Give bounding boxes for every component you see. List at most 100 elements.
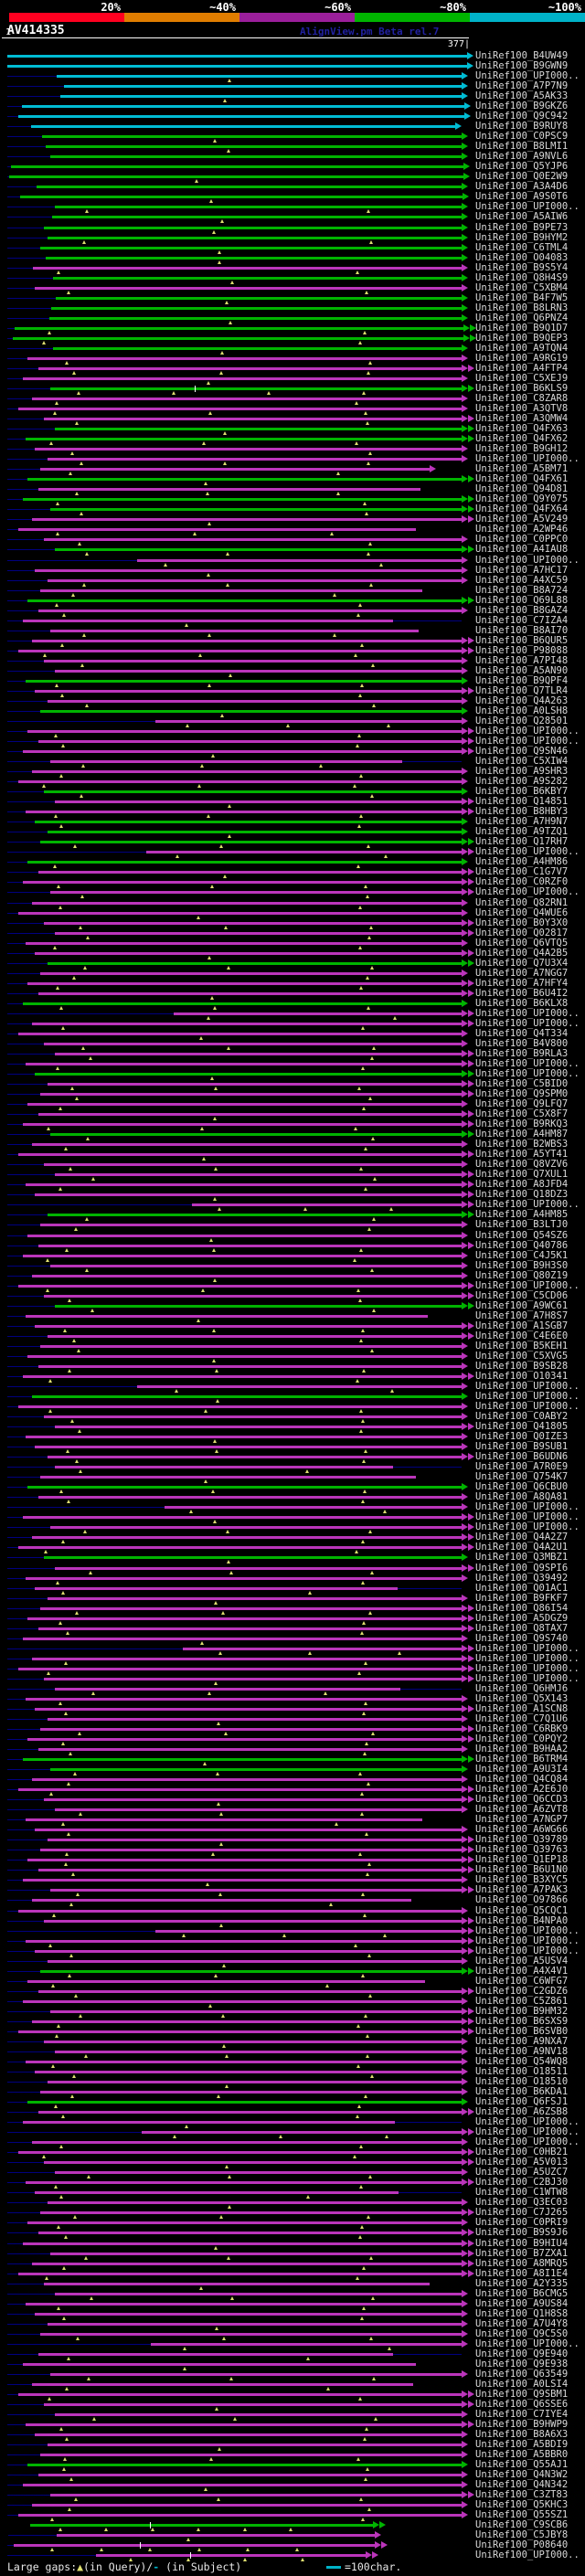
hit-bar[interactable] bbox=[44, 1919, 462, 1923]
hit-label[interactable]: UniRef100_Q40786 bbox=[475, 1239, 569, 1251]
alignment-row[interactable]: UniRef100_B9HWP9 bbox=[0, 2420, 585, 2432]
hit-label[interactable]: UniRef100_A7H9N7 bbox=[475, 816, 569, 828]
hit-bar[interactable] bbox=[50, 629, 419, 632]
alignment-row[interactable]: UniRef100_A8QA81 bbox=[0, 1492, 585, 1504]
hit-label[interactable]: UniRef100_Q39492 bbox=[475, 1572, 569, 1584]
hit-label[interactable]: UniRef100_C7IYE4 bbox=[475, 2409, 569, 2421]
hit-label[interactable]: UniRef100_A0LSH8 bbox=[475, 705, 569, 716]
hit-label[interactable]: UniRef100_Q5YJP6 bbox=[475, 161, 569, 173]
hit-label[interactable]: UniRef100_A4X4V1 bbox=[475, 1965, 569, 1977]
hit-label[interactable]: UniRef100_B9Q1D7 bbox=[475, 322, 569, 334]
hit-label[interactable]: UniRef100_C6WFG7 bbox=[475, 1975, 569, 1987]
hit-label[interactable]: UniRef100_Q3EC03 bbox=[475, 2197, 569, 2209]
hit-label[interactable]: UniRef100_B9RKQ3 bbox=[475, 1118, 569, 1130]
hit-label[interactable]: UniRef100_Q6CCD3 bbox=[475, 1794, 569, 1806]
alignment-row[interactable]: UniRef100_A0LSH8 bbox=[0, 705, 585, 717]
hit-label[interactable]: UniRef100_C4E6E0 bbox=[475, 1330, 569, 1341]
hit-label[interactable]: UniRef100_C5JBY8 bbox=[475, 2529, 569, 2541]
hit-label[interactable]: UniRef100_C4J5K1 bbox=[475, 1249, 569, 1261]
alignment-row[interactable]: UniRef100_Q8TAX7 bbox=[0, 1623, 585, 1635]
alignment-row[interactable]: UniRef100_A5AK33 bbox=[0, 91, 585, 103]
hit-label[interactable]: UniRef100_C0PPC0 bbox=[475, 534, 569, 546]
hit-bar[interactable] bbox=[32, 2019, 462, 2023]
hit-label[interactable]: UniRef100_A3QTV8 bbox=[475, 403, 569, 415]
hit-bar[interactable] bbox=[23, 2242, 462, 2245]
hit-label[interactable]: UniRef100_B2WBS3 bbox=[475, 1139, 569, 1150]
hit-bar[interactable] bbox=[27, 1354, 462, 1358]
alignment-row[interactable]: UniRef100_Q80Z19 bbox=[0, 1270, 585, 1282]
hit-bar[interactable] bbox=[26, 1183, 462, 1187]
hit-bar[interactable] bbox=[18, 1284, 462, 1288]
hit-label[interactable]: UniRef100_C5XEJ9 bbox=[475, 372, 569, 384]
hit-label[interactable]: UniRef100_Q9SPM0 bbox=[475, 1088, 569, 1100]
hit-bar[interactable] bbox=[11, 165, 463, 169]
alignment-row[interactable]: UniRef100_Q9E938 bbox=[0, 2359, 585, 2370]
alignment-row[interactable]: UniRef100_A7HFY4 bbox=[0, 978, 585, 990]
hit-label[interactable]: UniRef100_UPI000.. bbox=[475, 2136, 580, 2148]
alignment-row[interactable]: UniRef100_A5UZC7 bbox=[0, 2168, 585, 2179]
hit-bar[interactable] bbox=[22, 105, 464, 109]
hit-label[interactable]: UniRef100_A5YT41 bbox=[475, 1149, 569, 1161]
hit-bar[interactable] bbox=[27, 1859, 462, 1862]
hit-bar[interactable] bbox=[55, 1687, 400, 1691]
hit-label[interactable]: UniRef100_Q6VTQ5 bbox=[475, 937, 569, 949]
hit-label[interactable]: UniRef100_C2BJ30 bbox=[475, 2177, 569, 2189]
hit-bar[interactable] bbox=[38, 1113, 462, 1117]
hit-label[interactable]: UniRef100_UPI000.. bbox=[475, 726, 580, 737]
hit-bar[interactable] bbox=[50, 155, 462, 159]
alignment-row[interactable]: UniRef100_A3A4D6 bbox=[0, 182, 585, 192]
hit-bar[interactable] bbox=[26, 1063, 462, 1065]
hit-label[interactable]: UniRef100_B9GH12 bbox=[475, 443, 569, 455]
hit-label[interactable]: UniRef100_B9FKF7 bbox=[475, 1592, 569, 1604]
hit-bar[interactable] bbox=[27, 1486, 462, 1489]
alignment-row[interactable]: UniRef100_A6ZSB8 bbox=[0, 2107, 585, 2119]
hit-label[interactable]: UniRef100_C0ABY2 bbox=[475, 1411, 569, 1423]
hit-label[interactable]: UniRef100_B6KLX8 bbox=[475, 997, 569, 1009]
alignment-row[interactable]: UniRef100_A0LSI4 bbox=[0, 2379, 585, 2390]
hit-bar[interactable] bbox=[46, 256, 462, 260]
hit-label[interactable]: UniRef100_UPI000.. bbox=[475, 554, 580, 566]
hit-label[interactable]: UniRef100_Q8H4S9 bbox=[475, 271, 569, 283]
alignment-row[interactable]: UniRef100_A9NVL6 bbox=[0, 152, 585, 162]
hit-bar[interactable] bbox=[50, 760, 402, 764]
hit-label[interactable]: UniRef100_Q9C942 bbox=[475, 111, 569, 122]
alignment-row[interactable]: UniRef100_Q54WQ8 bbox=[0, 2056, 585, 2068]
hit-label[interactable]: UniRef100_Q4FX61 bbox=[475, 473, 569, 485]
hit-bar[interactable] bbox=[40, 1476, 416, 1479]
hit-label[interactable]: UniRef100_Q69L88 bbox=[475, 594, 569, 606]
alignment-row[interactable]: UniRef100_B9S9J6 bbox=[0, 2228, 585, 2240]
hit-label[interactable]: UniRef100_Q02817 bbox=[475, 927, 569, 938]
hit-label[interactable]: UniRef100_B9RUY8 bbox=[475, 121, 569, 133]
hit-bar[interactable] bbox=[183, 1647, 462, 1650]
alignment-row[interactable]: UniRef100_B9PE73 bbox=[0, 222, 585, 234]
hit-bar[interactable] bbox=[32, 770, 462, 774]
hit-label[interactable]: UniRef100_B8A6X3 bbox=[475, 2429, 569, 2441]
hit-label[interactable]: UniRef100_A5V013 bbox=[475, 2157, 569, 2168]
hit-bar[interactable] bbox=[38, 871, 462, 875]
hit-bar[interactable] bbox=[18, 2514, 462, 2518]
alignment-row[interactable]: UniRef100_B9H3S0 bbox=[0, 1260, 585, 1272]
alignment-row[interactable]: UniRef100_Q9C5S0 bbox=[0, 2328, 585, 2340]
alignment-row[interactable]: UniRef100_Q9LFQ7 bbox=[0, 1099, 585, 1111]
hit-bar[interactable] bbox=[18, 1405, 462, 1409]
hit-bar[interactable] bbox=[35, 2433, 462, 2437]
hit-bar[interactable] bbox=[18, 1788, 462, 1792]
hit-label[interactable]: UniRef100_Q55AJ1 bbox=[475, 2459, 569, 2471]
hit-bar[interactable] bbox=[50, 2494, 462, 2497]
hit-label[interactable]: UniRef100_UPI000.. bbox=[475, 1380, 580, 1392]
hit-bar[interactable] bbox=[38, 488, 420, 492]
hit-bar[interactable] bbox=[44, 2282, 430, 2285]
alignment-row[interactable]: UniRef100_B9HAA2 bbox=[0, 1744, 585, 1756]
hit-bar[interactable] bbox=[18, 1032, 462, 1035]
hit-label[interactable]: UniRef100_B4UW49 bbox=[475, 50, 569, 61]
alignment-row[interactable]: UniRef100_C0PSC9 bbox=[0, 132, 585, 143]
alignment-row[interactable]: UniRef100_C0RZF0 bbox=[0, 877, 585, 889]
hit-bar[interactable] bbox=[44, 2402, 462, 2406]
hit-label[interactable]: UniRef100_Q4A2U1 bbox=[475, 1542, 569, 1553]
alignment-row[interactable]: UniRef100_C0PPC0 bbox=[0, 534, 585, 546]
alignment-row[interactable]: UniRef100_B5KEH1 bbox=[0, 1341, 585, 1352]
alignment-row[interactable]: UniRef100_Q9SBM1 bbox=[0, 2389, 585, 2401]
alignment-row[interactable]: UniRef100_Q4CQ84 bbox=[0, 1775, 585, 1786]
hit-label[interactable]: UniRef100_UPI000.. bbox=[475, 1007, 580, 1019]
alignment-row[interactable]: UniRef100_A9NV18 bbox=[0, 2046, 585, 2058]
